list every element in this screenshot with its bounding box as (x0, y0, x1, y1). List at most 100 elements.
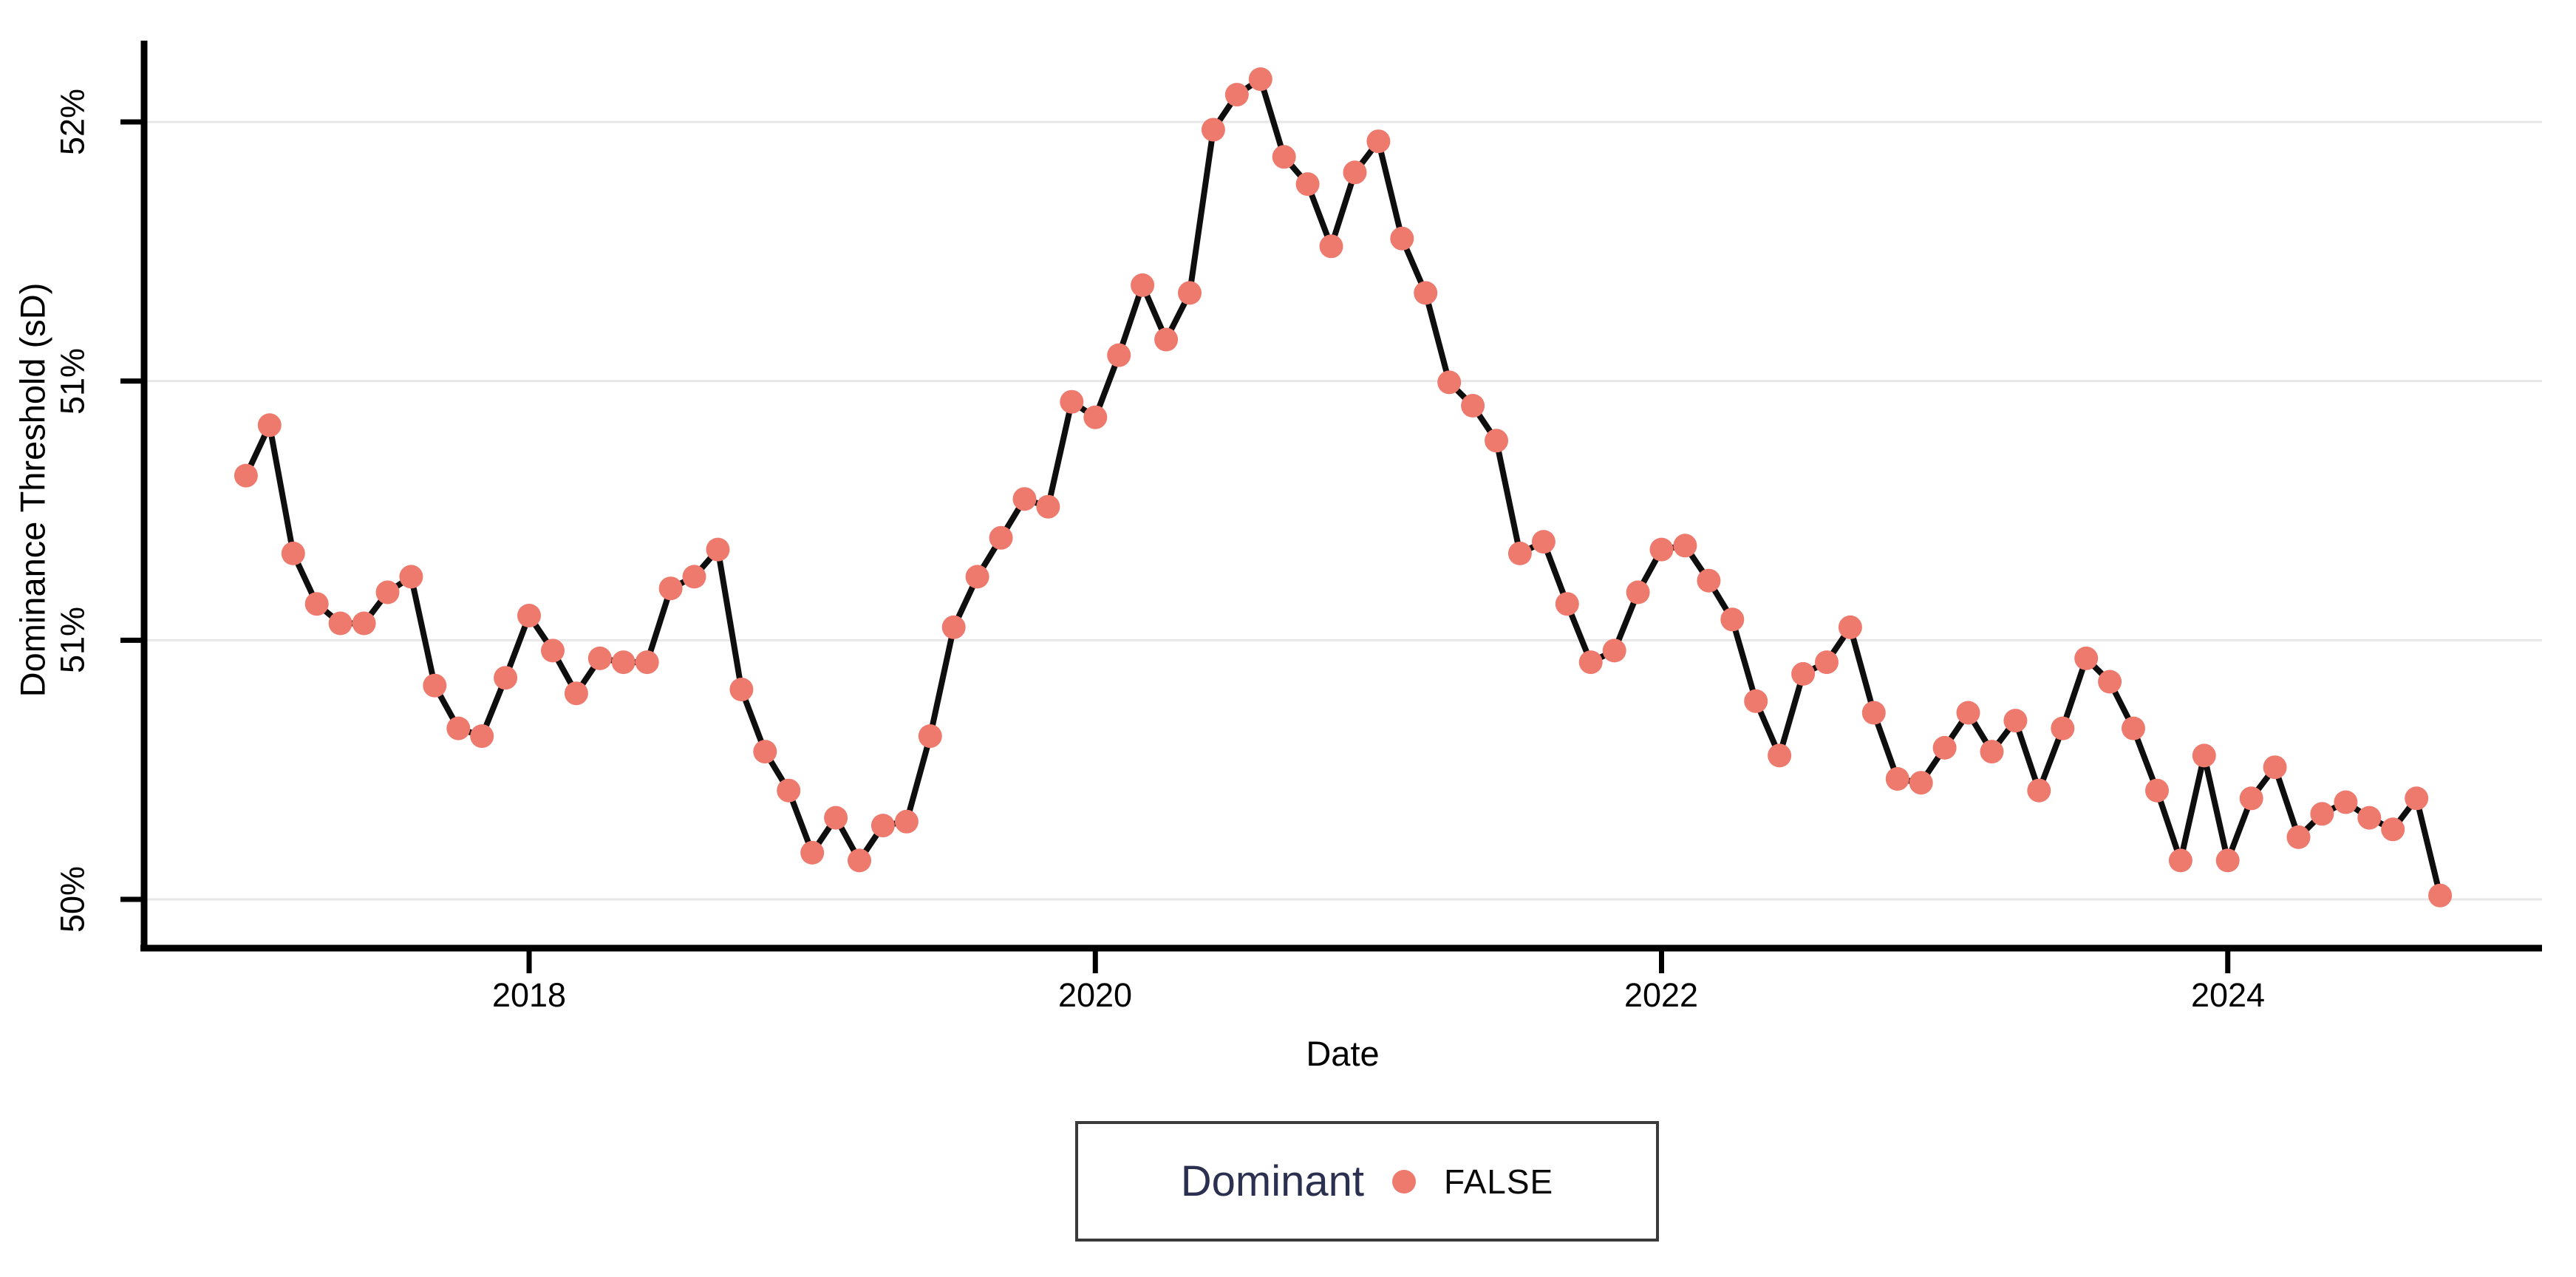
data-point (399, 565, 423, 589)
data-point (564, 681, 588, 706)
data-point (423, 673, 447, 698)
x-tick-label-2022: 2022 (1624, 976, 1698, 1014)
data-point (729, 678, 754, 701)
data-point (1744, 689, 1768, 713)
gridlines (144, 120, 2542, 901)
x-axis-title: Date (1306, 1034, 1379, 1073)
data-point (635, 650, 659, 675)
data-point (1295, 172, 1320, 197)
x-tick-label-2024: 2024 (2191, 976, 2265, 1014)
data-point (234, 463, 258, 488)
data-point (375, 580, 400, 605)
data-point (682, 565, 706, 589)
data-point (1956, 701, 1980, 725)
data-point (1768, 743, 1792, 768)
data-point (658, 576, 683, 601)
data-point (941, 615, 966, 639)
data-point (1791, 661, 1816, 686)
data-point (1720, 607, 1745, 632)
data-point (1201, 118, 1225, 142)
data-point (2122, 716, 2145, 740)
data-point (257, 413, 282, 437)
data-point (1626, 580, 1650, 605)
data-point (1343, 160, 1367, 185)
data-point (824, 806, 848, 830)
data-point (2051, 716, 2075, 740)
data-point (611, 650, 636, 675)
data-point (2263, 755, 2287, 780)
legend-item-label-false: FALSE (1444, 1162, 1554, 1201)
x-tick-labels: 2018 2020 2022 2024 (492, 976, 2265, 1014)
data-point (1414, 281, 1438, 305)
data-point (2239, 786, 2263, 811)
data-point (1131, 273, 1155, 297)
data-point (1461, 394, 1485, 418)
data-point (1036, 494, 1060, 519)
data-point (1861, 701, 1886, 725)
data-point (494, 666, 518, 690)
data-point (1366, 129, 1391, 154)
legend-point-swatch-icon (1392, 1169, 1417, 1193)
data-point (352, 611, 376, 636)
data-point (1060, 389, 1084, 414)
data-point (2027, 778, 2051, 803)
data-point (2098, 670, 2122, 694)
legend: Dominant FALSE (1075, 1121, 1659, 1242)
data-point (1602, 638, 1626, 663)
data-point (706, 537, 730, 562)
data-point (1178, 281, 1202, 305)
data-point (753, 740, 777, 764)
data-point (1909, 771, 1933, 795)
data-point (2215, 848, 2240, 873)
data-point (1531, 530, 1556, 554)
data-point (470, 724, 494, 749)
data-point (1555, 592, 1579, 616)
data-point (1697, 568, 1721, 593)
data-point (2003, 709, 2028, 733)
x-tick-label-2018: 2018 (492, 976, 566, 1014)
data-point (1649, 537, 1674, 562)
data-point (2428, 883, 2453, 907)
data-point (2074, 646, 2099, 670)
data-point (1272, 145, 1296, 169)
series-layer (234, 67, 2453, 907)
data-point (777, 778, 801, 803)
data-point (1248, 67, 1272, 92)
data-point (1838, 615, 1862, 639)
data-point (1815, 650, 1839, 675)
data-point (870, 814, 895, 838)
data-point (2381, 817, 2405, 842)
data-point (2405, 786, 2429, 811)
data-point (1083, 405, 1108, 429)
data-point (894, 809, 919, 834)
data-point (848, 848, 871, 873)
data-point (918, 724, 942, 749)
y-tick-label-51b: 51% (54, 607, 92, 673)
data-point (1154, 327, 1179, 352)
data-point (281, 541, 305, 565)
data-point (517, 604, 541, 627)
data-point (446, 716, 471, 740)
data-point (2168, 848, 2192, 873)
y-tick-label-52: 52% (54, 89, 92, 155)
data-point (2286, 825, 2311, 849)
axes (120, 41, 2542, 973)
series-line (242, 76, 2444, 899)
legend-title: Dominant (1180, 1157, 1365, 1205)
data-point (587, 646, 612, 670)
data-point (328, 611, 352, 636)
data-point (1012, 487, 1037, 511)
data-point (2192, 743, 2216, 768)
data-point (1224, 83, 1249, 107)
y-tick-label-51a: 51% (54, 348, 92, 415)
data-point (1437, 370, 1462, 395)
data-point (541, 638, 565, 663)
data-point (1980, 740, 2004, 764)
data-point (2145, 778, 2169, 803)
data-point (800, 840, 825, 865)
y-axis-title: Dominance Threshold (sD) (13, 283, 52, 698)
data-point (2310, 802, 2334, 826)
data-point (1673, 534, 1697, 558)
data-point (1319, 234, 1343, 259)
